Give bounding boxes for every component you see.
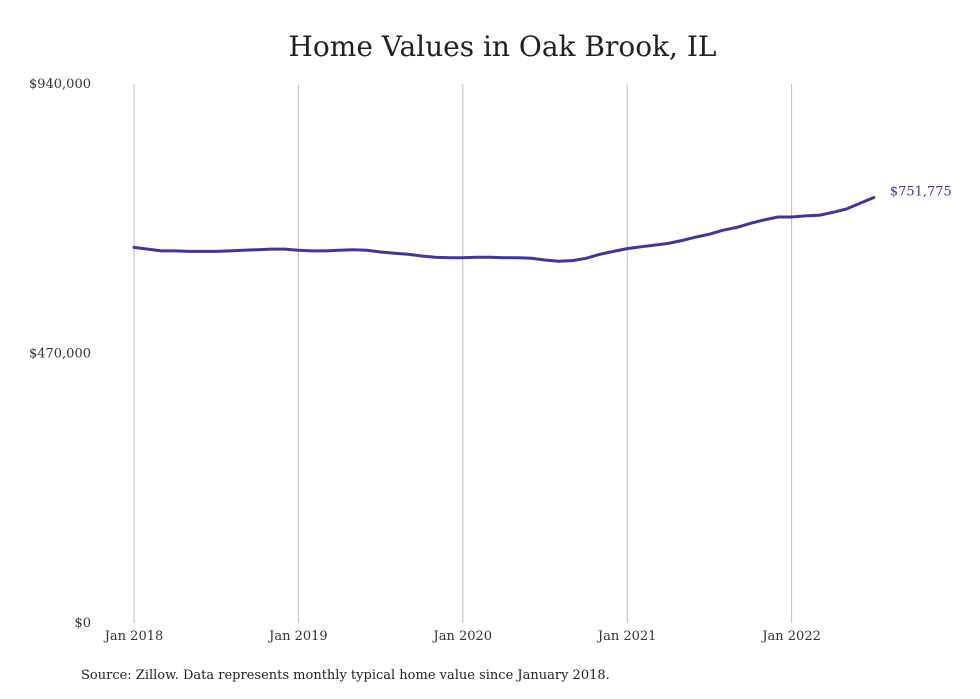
x-tick-label: Jan 2021 [596, 629, 657, 644]
data-point [516, 256, 519, 259]
data-point [311, 249, 314, 252]
data-point [338, 249, 341, 252]
data-point [530, 257, 533, 260]
data-point [722, 229, 725, 232]
data-point [790, 216, 793, 219]
data-point [818, 214, 821, 217]
x-tick-label: Jan 2018 [103, 629, 164, 644]
y-tick-label: $470,000 [29, 347, 91, 362]
data-point [448, 256, 451, 259]
data-point [612, 250, 615, 253]
data-point [297, 249, 300, 252]
data-point [379, 251, 382, 254]
data-point [667, 242, 670, 245]
x-tick-label: Jan 2022 [760, 629, 821, 644]
source-note: Source: Zillow. Data represents monthly … [81, 668, 610, 683]
data-point [777, 216, 780, 219]
data-point [229, 249, 232, 252]
data-point [393, 252, 396, 255]
data-point [187, 250, 190, 253]
data-point [557, 260, 560, 263]
data-point [420, 255, 423, 258]
x-tick-label: Jan 2019 [267, 629, 328, 644]
series-line-0 [132, 196, 876, 263]
data-point [475, 256, 478, 259]
data-point [434, 256, 437, 259]
data-point [708, 233, 711, 236]
data-point [653, 244, 656, 247]
data-point [585, 257, 588, 260]
series-layer: $751,775 [132, 185, 952, 263]
y-axis-ticks: $0 $470,000 $940,000 [29, 77, 91, 631]
data-point [749, 222, 752, 225]
data-point [503, 256, 506, 259]
data-point [283, 248, 286, 251]
data-point [763, 218, 766, 221]
data-point [571, 259, 574, 262]
data-point [694, 236, 697, 239]
data-point [681, 239, 684, 242]
data-point [215, 250, 218, 253]
chart-title: Home Values in Oak Brook, IL [288, 30, 717, 63]
data-point [598, 253, 601, 256]
data-point [366, 249, 369, 252]
data-point [201, 250, 204, 253]
y-tick-label: $940,000 [29, 77, 91, 92]
data-point [626, 247, 629, 250]
data-point [270, 248, 273, 251]
data-point [256, 248, 259, 251]
data-point [407, 253, 410, 256]
end-value-label: $751,775 [890, 185, 952, 200]
data-point [544, 259, 547, 262]
data-point [489, 256, 492, 259]
data-point [160, 249, 163, 252]
y-tick-label: $0 [74, 616, 91, 631]
data-point [735, 226, 738, 229]
data-point [831, 211, 834, 214]
x-tick-label: Jan 2020 [432, 629, 493, 644]
data-point [640, 245, 643, 248]
data-point [461, 256, 464, 259]
data-point [872, 196, 875, 199]
data-point [146, 248, 149, 251]
data-point [804, 214, 807, 217]
data-point [859, 202, 862, 205]
data-point [352, 248, 355, 251]
data-point [174, 249, 177, 252]
data-point [324, 249, 327, 252]
gridlines [133, 84, 793, 623]
data-point [845, 208, 848, 211]
x-axis-ticks: Jan 2018 Jan 2019 Jan 2020 Jan 2021 Jan 2022 [103, 629, 821, 644]
data-point [133, 246, 136, 249]
data-point [242, 249, 245, 252]
